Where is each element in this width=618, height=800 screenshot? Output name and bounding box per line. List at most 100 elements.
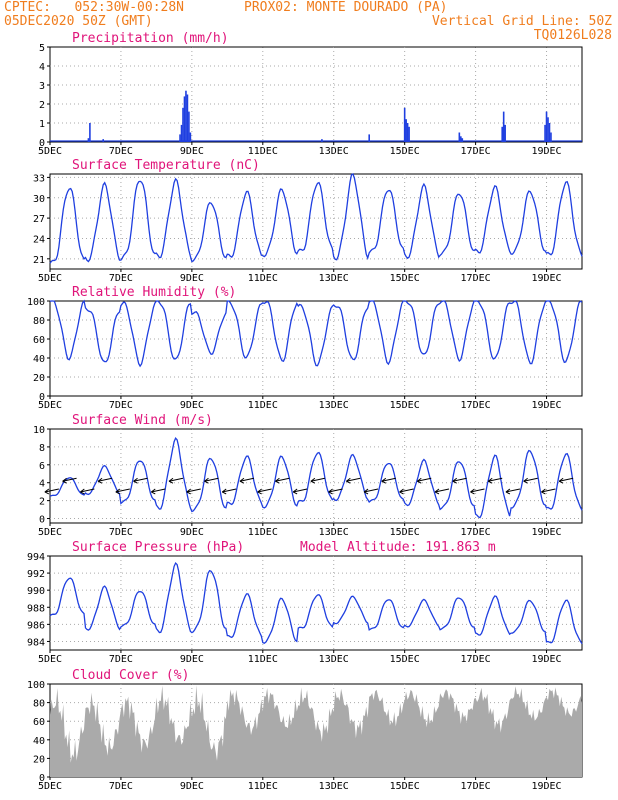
wind-vector xyxy=(115,488,130,493)
wind-vector xyxy=(399,488,414,493)
wind-arrowhead xyxy=(416,477,422,484)
y-tick-label: 27 xyxy=(33,214,45,225)
y-tick-label: 40 xyxy=(33,354,45,365)
wind-vector xyxy=(151,488,166,493)
wind-arrowhead xyxy=(346,477,351,484)
wind-vector xyxy=(488,477,503,482)
wind-arrowhead xyxy=(505,488,511,495)
wind-arrowhead xyxy=(133,477,138,484)
wind-arrowhead xyxy=(470,488,475,495)
panel-annotation: Model Altitude: 191.863 m xyxy=(300,540,496,555)
x-tick-label: 17DEC xyxy=(461,654,491,665)
precip-bar xyxy=(502,111,505,142)
x-tick-label: 11DEC xyxy=(248,400,278,411)
wind-vector xyxy=(204,477,219,482)
y-tick-label: 20 xyxy=(33,754,45,765)
wind-vector xyxy=(275,477,290,482)
panel-title: Cloud Cover (%) xyxy=(72,668,189,683)
panel-title: Surface Wind (m/s) xyxy=(72,413,213,428)
wind-arrowhead xyxy=(115,488,121,495)
x-tick-label: 15DEC xyxy=(390,654,420,665)
y-tick-label: 994 xyxy=(27,552,45,563)
x-tick-label: 5DEC xyxy=(38,273,62,284)
precip-bar xyxy=(408,126,410,142)
panel-frame xyxy=(49,428,583,524)
precip-bar xyxy=(547,117,549,142)
x-tick-label: 13DEC xyxy=(319,273,349,284)
wind-arrowhead xyxy=(310,477,316,484)
precip-bar xyxy=(405,119,407,142)
y-tick-label: 100 xyxy=(27,680,45,691)
header-grid-line: Vertical Grid Line: 50Z xyxy=(431,14,612,29)
wind-vector xyxy=(470,488,485,493)
wind-vector xyxy=(363,488,379,493)
x-tick-label: 5DEC xyxy=(38,781,62,792)
y-tick-label: 33 xyxy=(33,173,45,184)
x-tick-label: 13DEC xyxy=(319,400,349,411)
precip-bar xyxy=(89,123,91,142)
wind-vector xyxy=(239,477,255,482)
y-tick-label: 0 xyxy=(39,515,45,526)
y-tick-label: 10 xyxy=(33,425,45,436)
wind-arrowhead xyxy=(434,488,440,495)
x-tick-label: 11DEC xyxy=(248,781,278,792)
x-tick-label: 17DEC xyxy=(461,781,491,792)
x-tick-label: 15DEC xyxy=(390,273,420,284)
wind-vector xyxy=(97,477,113,482)
x-tick-label: 9DEC xyxy=(180,654,204,665)
x-tick-label: 15DEC xyxy=(390,400,420,411)
wind-arrowhead xyxy=(186,488,192,495)
y-tick-label: 6 xyxy=(39,461,45,472)
panel-title: Relative Humidity (%) xyxy=(72,285,236,300)
x-tick-label: 5DEC xyxy=(38,146,62,157)
y-tick-label: 100 xyxy=(27,297,45,308)
wind-arrowhead xyxy=(452,477,458,484)
x-tick-label: 7DEC xyxy=(109,527,133,538)
wind-vector xyxy=(293,488,308,493)
x-tick-label: 17DEC xyxy=(461,146,491,157)
x-tick-label: 17DEC xyxy=(461,527,491,538)
wind-arrowhead xyxy=(80,488,85,495)
wind-arrowhead xyxy=(275,477,280,484)
precip-bar xyxy=(188,111,190,142)
cloud-area xyxy=(50,685,582,777)
y-tick-label: 40 xyxy=(33,736,45,747)
x-tick-label: 17DEC xyxy=(461,400,491,411)
x-tick-label: 11DEC xyxy=(248,273,278,284)
y-tick-label: 60 xyxy=(33,335,45,346)
header-station: CPTEC: 052:30W-00:28N xyxy=(4,0,185,15)
y-tick-label: 20 xyxy=(33,373,45,384)
wind-arrowhead xyxy=(328,488,333,495)
wind-vector xyxy=(168,477,184,482)
panel-frame xyxy=(49,173,583,270)
header-location: PROX02: MONTE DOURADO (PA) xyxy=(244,0,448,15)
precip-bar xyxy=(183,96,186,142)
x-tick-label: 13DEC xyxy=(319,781,349,792)
y-tick-label: 5 xyxy=(39,43,45,54)
series-line xyxy=(49,299,583,368)
x-tick-label: 15DEC xyxy=(390,527,420,538)
precip-bar xyxy=(189,132,192,142)
y-tick-label: 4 xyxy=(39,62,45,73)
wind-vector xyxy=(381,477,396,482)
wind-vector xyxy=(417,477,432,482)
y-tick-label: 4 xyxy=(39,479,45,490)
series-line xyxy=(49,437,583,519)
precip-bar xyxy=(179,134,181,142)
wind-vector xyxy=(222,488,237,493)
wind-vector xyxy=(80,488,95,493)
wind-arrowhead xyxy=(239,477,245,484)
wind-arrowhead xyxy=(97,477,103,484)
wind-vector xyxy=(133,477,148,482)
y-tick-label: 0 xyxy=(39,773,45,784)
y-tick-label: 1 xyxy=(39,119,45,130)
wind-arrowhead xyxy=(150,488,156,495)
precip-bar xyxy=(87,138,90,142)
wind-arrowhead xyxy=(221,488,227,495)
precip-bar xyxy=(403,107,406,142)
precip-bar xyxy=(548,123,551,142)
y-tick-label: 8 xyxy=(39,443,45,454)
y-tick-label: 80 xyxy=(33,316,45,327)
precip-bar xyxy=(544,124,546,142)
precip-bar xyxy=(180,124,183,142)
